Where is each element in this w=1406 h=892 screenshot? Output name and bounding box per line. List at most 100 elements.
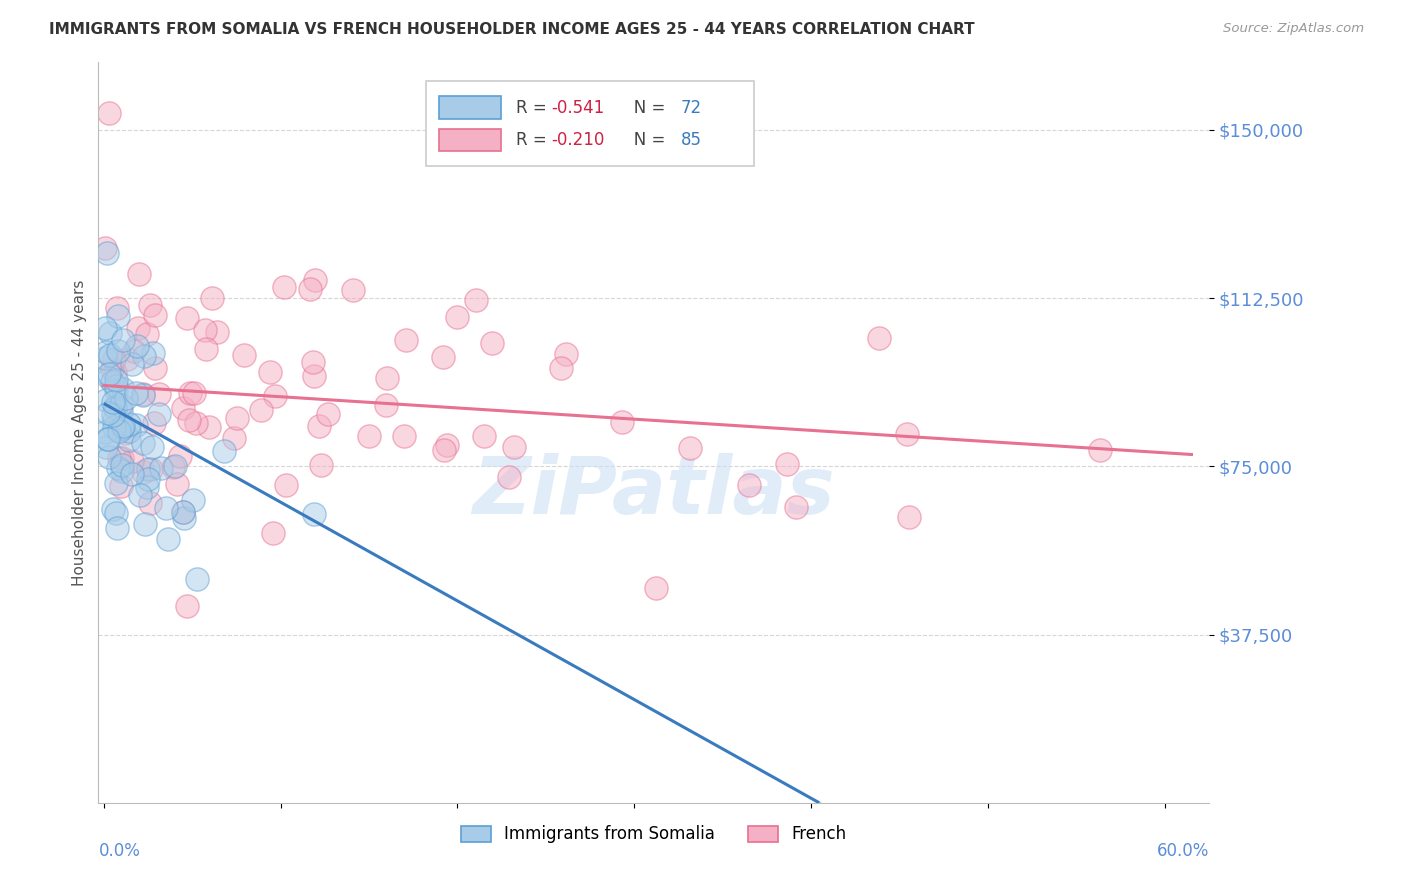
- Point: [148, 387, 170, 401]
- Text: N =: N =: [619, 131, 671, 149]
- Point: [108, 417, 131, 432]
- Point: [302, 369, 325, 384]
- Point: [129, 488, 152, 502]
- Point: [302, 355, 325, 369]
- Point: [679, 441, 702, 455]
- Point: [97, 367, 120, 381]
- Point: [179, 413, 201, 427]
- Point: [118, 417, 141, 432]
- Point: [273, 279, 295, 293]
- Point: [446, 310, 468, 324]
- Point: [498, 470, 520, 484]
- Point: [104, 401, 127, 415]
- Point: [868, 331, 890, 345]
- Point: [111, 458, 134, 473]
- Point: [142, 416, 165, 430]
- Point: [134, 517, 156, 532]
- Point: [181, 492, 204, 507]
- Point: [311, 458, 333, 472]
- Point: [96, 432, 118, 446]
- Text: R =: R =: [516, 99, 553, 117]
- Point: [155, 501, 177, 516]
- Point: [138, 462, 160, 476]
- Point: [94, 440, 117, 454]
- Point: [121, 357, 143, 371]
- Point: [139, 496, 162, 510]
- Point: [176, 311, 198, 326]
- Point: [98, 450, 121, 464]
- Point: [896, 427, 918, 442]
- Point: [738, 477, 761, 491]
- Point: [186, 572, 208, 586]
- Point: [117, 434, 139, 448]
- Point: [115, 391, 138, 405]
- Point: [392, 429, 415, 443]
- Point: [108, 424, 131, 438]
- Point: [101, 375, 124, 389]
- Point: [103, 419, 125, 434]
- Point: [121, 454, 143, 468]
- Point: [176, 599, 198, 613]
- Point: [550, 360, 572, 375]
- Point: [107, 309, 129, 323]
- Point: [157, 532, 180, 546]
- Point: [610, 415, 633, 429]
- FancyBboxPatch shape: [426, 81, 754, 166]
- Point: [107, 301, 129, 315]
- FancyBboxPatch shape: [440, 129, 501, 152]
- Point: [172, 505, 194, 519]
- Point: [785, 500, 807, 515]
- Point: [110, 398, 132, 412]
- Point: [98, 348, 121, 362]
- Point: [139, 462, 162, 476]
- Text: -0.210: -0.210: [551, 131, 605, 149]
- Point: [132, 465, 155, 479]
- Point: [898, 510, 921, 524]
- Point: [342, 283, 364, 297]
- Text: 72: 72: [681, 99, 702, 117]
- Point: [194, 323, 217, 337]
- Point: [111, 419, 134, 434]
- Point: [103, 413, 125, 427]
- Point: [125, 386, 148, 401]
- Point: [94, 345, 117, 359]
- Point: [100, 361, 122, 376]
- Point: [104, 379, 127, 393]
- Point: [226, 411, 249, 425]
- Point: [111, 464, 134, 478]
- Text: R =: R =: [516, 131, 553, 149]
- Point: [148, 407, 170, 421]
- Legend: Immigrants from Somalia, French: Immigrants from Somalia, French: [454, 819, 853, 850]
- Point: [555, 347, 578, 361]
- Point: [103, 502, 125, 516]
- Point: [114, 426, 136, 441]
- Point: [104, 476, 127, 491]
- Point: [250, 403, 273, 417]
- Point: [142, 346, 165, 360]
- Text: N =: N =: [619, 99, 671, 117]
- Text: 85: 85: [681, 131, 702, 149]
- Point: [316, 408, 339, 422]
- Point: [184, 417, 207, 431]
- Point: [197, 420, 219, 434]
- Point: [302, 507, 325, 521]
- Text: ZiPatlas: ZiPatlas: [472, 453, 835, 531]
- Point: [97, 371, 120, 385]
- Point: [105, 521, 128, 535]
- Point: [165, 458, 187, 473]
- Point: [169, 449, 191, 463]
- Point: [103, 351, 125, 366]
- Point: [465, 293, 488, 307]
- Point: [183, 385, 205, 400]
- Text: Source: ZipAtlas.com: Source: ZipAtlas.com: [1223, 22, 1364, 36]
- Point: [172, 505, 194, 519]
- Point: [201, 291, 224, 305]
- Point: [110, 478, 132, 492]
- Point: [136, 472, 159, 486]
- Point: [162, 459, 184, 474]
- Point: [94, 351, 117, 365]
- Point: [98, 326, 121, 340]
- Point: [132, 388, 155, 402]
- Point: [127, 321, 149, 335]
- Point: [132, 387, 155, 401]
